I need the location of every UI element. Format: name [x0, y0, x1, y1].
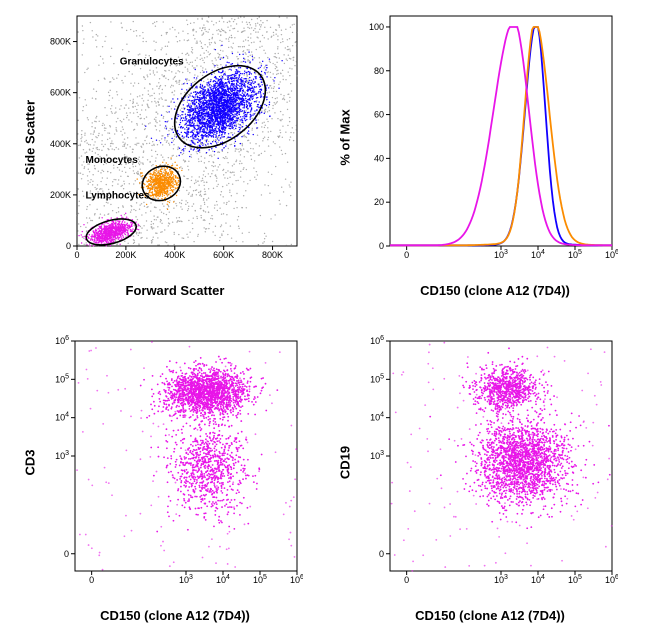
scatter-plot-p3: 00103103104104105105106106	[45, 335, 303, 593]
svg-text:0: 0	[74, 250, 79, 260]
svg-text:600K: 600K	[213, 250, 234, 260]
p3-y-label: CD3	[23, 403, 38, 523]
panel-cd19: 00103103104104105105106106	[360, 335, 618, 593]
svg-text:600K: 600K	[50, 88, 71, 98]
svg-text:0: 0	[66, 241, 71, 251]
p4-x-label: CD150 (clone A12 (7D4))	[390, 608, 590, 623]
p2-x-label: CD150 (clone A12 (7D4))	[395, 283, 595, 298]
svg-text:200K: 200K	[50, 190, 71, 200]
figure-root: 00 200K 200K 400K 400K 600K 600K 800K 800K Granul…	[0, 0, 650, 636]
panel-scatter-gated: 00 200K 200K 400K 400K 600K 600K 800K 800K Granul…	[45, 10, 303, 268]
svg-text:200K: 200K	[115, 250, 136, 260]
p1-y-label: Side Scatter	[23, 78, 38, 198]
p1-x-label: Forward Scatter	[100, 283, 250, 298]
svg-text:400K: 400K	[164, 250, 185, 260]
scatter-plot-p4: 00103103104104105105106106	[360, 335, 618, 593]
svg-text:400K: 400K	[50, 139, 71, 149]
p4-y-label: CD19	[338, 403, 353, 523]
scatter-plot-p1: 00 200K 200K 400K 400K 600K 600K 800K 800K Granul…	[45, 10, 303, 268]
histogram-plot-p2: 0204060801000103104105106	[360, 10, 618, 268]
svg-text:Granulocytes: Granulocytes	[120, 57, 184, 68]
panel-cd3: 00103103104104105105106106	[45, 335, 303, 593]
p3-x-label: CD150 (clone A12 (7D4))	[75, 608, 275, 623]
svg-text:800K: 800K	[50, 37, 71, 47]
panel-histogram: 0204060801000103104105106	[360, 10, 618, 268]
p2-y-label: % of Max	[338, 78, 353, 198]
svg-text:800K: 800K	[262, 250, 283, 260]
